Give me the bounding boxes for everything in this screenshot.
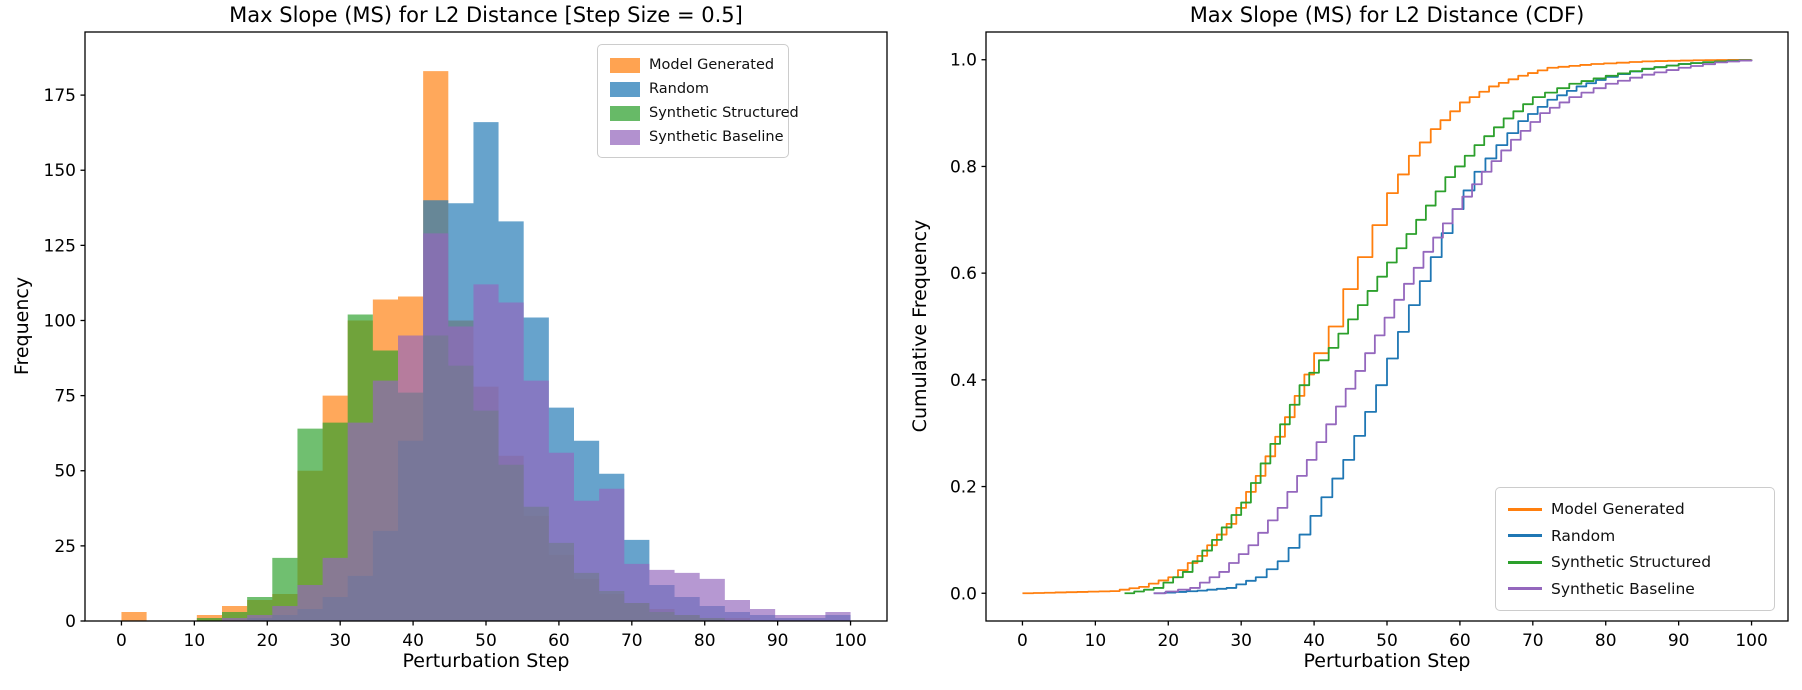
x-tick-label: 10 xyxy=(184,631,206,651)
x-tick-label: 0 xyxy=(1017,631,1028,651)
x-tick-label: 90 xyxy=(1668,631,1690,651)
legend-swatch-synthetic-structured xyxy=(610,105,640,121)
histogram-title: Max Slope (MS) for L2 Distance [Step Siz… xyxy=(229,3,743,27)
y-tick-label: 0.4 xyxy=(950,371,977,391)
cdf-line-model-generated xyxy=(1022,58,1753,595)
legend-label: Synthetic Structured xyxy=(1551,553,1712,572)
legend-label: Random xyxy=(649,81,710,97)
legend-item: Model Generated xyxy=(610,57,776,73)
x-tick-label: 60 xyxy=(1449,631,1471,651)
y-tick-label: 0.2 xyxy=(950,478,977,498)
legend-swatch-random xyxy=(610,81,640,97)
y-tick-label: 25 xyxy=(54,537,76,557)
x-tick-label: 90 xyxy=(767,631,789,651)
y-tick-label: 75 xyxy=(54,387,76,407)
x-tick-label: 40 xyxy=(1303,631,1325,651)
x-tick-label: 30 xyxy=(1230,631,1252,651)
histogram-panel: 0 10 20 30 40 50 60 70 80 90 100 0 25 50 75 100 125 150 17… xyxy=(11,3,888,672)
x-tick-label: 70 xyxy=(1522,631,1544,651)
legend-label: Synthetic Baseline xyxy=(649,129,784,145)
y-tick-label: 0.6 xyxy=(950,264,977,284)
histogram-xlabel: Perturbation Step xyxy=(402,650,570,672)
x-tick-label: 80 xyxy=(1595,631,1617,651)
y-tick-label: 0 xyxy=(65,612,76,632)
x-tick-label: 0 xyxy=(116,631,127,651)
x-tick-label: 30 xyxy=(329,631,351,651)
legend-label: Model Generated xyxy=(1551,500,1685,519)
legend-item: Synthetic Structured xyxy=(1508,553,1762,571)
y-tick-label: 50 xyxy=(54,462,76,482)
y-tick-label: 100 xyxy=(44,311,76,331)
cdf-legend: Model Generated Random Synthetic Structu… xyxy=(1495,487,1775,611)
histogram-ylabel: Frequency xyxy=(11,276,33,376)
cdf-title: Max Slope (MS) for L2 Distance (CDF) xyxy=(1189,3,1585,27)
legend-label: Synthetic Baseline xyxy=(1551,579,1695,598)
cdf-line-synthetic-structured xyxy=(1124,59,1753,595)
legend-item: Random xyxy=(1508,527,1762,545)
x-tick-label: 80 xyxy=(694,631,716,651)
x-tick-label: 100 xyxy=(834,631,866,651)
legend-label: Model Generated xyxy=(649,57,775,73)
x-tick-label: 50 xyxy=(1376,631,1398,651)
legend-line-model-generated xyxy=(1508,507,1542,511)
y-tick-label: 175 xyxy=(44,86,76,106)
legend-item: Random xyxy=(610,81,776,97)
legend-line-random xyxy=(1508,534,1542,538)
cdf-ylabel: Cumulative Frequency xyxy=(909,219,931,433)
legend-item: Synthetic Structured xyxy=(610,105,799,121)
y-tick-label: 0.0 xyxy=(950,584,977,604)
legend-line-synthetic-structured xyxy=(1508,560,1542,564)
x-tick-label: 70 xyxy=(621,631,643,651)
x-tick-label: 40 xyxy=(402,631,424,651)
legend-item: Synthetic Baseline xyxy=(610,129,784,145)
legend-item: Synthetic Baseline xyxy=(1508,580,1762,598)
cdf-panel: 0 10 20 30 40 50 60 70 80 90 100 0.0 0.2 0.4 0.6 0.8 1.0… xyxy=(901,0,1802,690)
legend-swatch-synthetic-baseline xyxy=(610,129,640,145)
y-tick-label: 125 xyxy=(44,236,76,256)
legend-label: Synthetic Structured xyxy=(649,105,799,121)
x-tick-label: 20 xyxy=(256,631,278,651)
legend-swatch-model-generated xyxy=(610,57,640,73)
x-tick-label: 10 xyxy=(1085,631,1107,651)
y-tick-label: 150 xyxy=(44,161,76,181)
hist-series-synthetic-baseline xyxy=(121,233,851,621)
histogram-legend: Model Generated Random Synthetic Structu… xyxy=(597,44,799,158)
y-tick-label: 0.8 xyxy=(950,157,977,177)
x-tick-label: 100 xyxy=(1735,631,1767,651)
cdf-xlabel: Perturbation Step xyxy=(1303,650,1471,672)
x-tick-label: 20 xyxy=(1157,631,1179,651)
legend-line-synthetic-baseline xyxy=(1508,587,1542,591)
y-tick-label: 1.0 xyxy=(950,51,977,71)
cdf-line-synthetic-baseline xyxy=(1153,59,1753,595)
x-tick-label: 50 xyxy=(475,631,497,651)
legend-item: Model Generated xyxy=(1508,500,1762,518)
legend-label: Random xyxy=(1551,526,1616,545)
x-tick-label: 60 xyxy=(548,631,570,651)
